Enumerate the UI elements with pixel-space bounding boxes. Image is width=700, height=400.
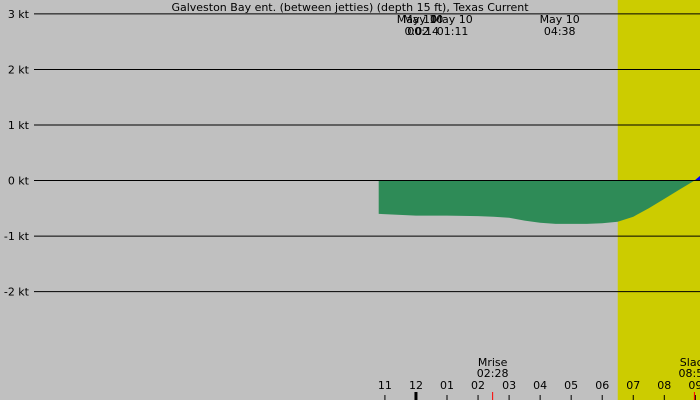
gridline-layer	[34, 13, 700, 400]
y-tick-label: 2 kt	[8, 63, 30, 76]
top-date-label: May 10	[397, 13, 437, 26]
top-time-label: 0:02	[405, 25, 430, 38]
hour-tick-label: 03	[502, 379, 516, 392]
hour-tick-label: 09	[688, 379, 700, 392]
hour-tick-label: 06	[595, 379, 609, 392]
event-time-label: 02:28	[477, 367, 509, 380]
y-tick-label: 3 kt	[8, 8, 30, 21]
y-tick-label: -2 kt	[4, 286, 30, 299]
y-tick-label: -1 kt	[4, 230, 30, 243]
hour-tick-label: 02	[471, 379, 485, 392]
flood-current-area	[694, 175, 700, 181]
top-time-label: 01:11	[437, 25, 469, 38]
hour-tick-label: 08	[657, 379, 671, 392]
top-date-label: May 10	[403, 13, 443, 26]
event-name-label: Slack	[680, 356, 700, 369]
hour-tick-label: 04	[533, 379, 547, 392]
hour-tick-label: 11	[378, 379, 392, 392]
chart-title: Galveston Bay ent. (between jetties) (de…	[171, 1, 529, 14]
event-time-label: 08:58	[679, 367, 700, 380]
top-time-label: 00:14	[407, 25, 439, 38]
y-tick-label: 1 kt	[8, 119, 30, 132]
top-time-label: 04:38	[544, 25, 576, 38]
y-tick-label: 0 kt	[8, 175, 30, 188]
hour-tick-label: 07	[626, 379, 640, 392]
hour-tick-label: 05	[564, 379, 578, 392]
hour-tick-label: 01	[440, 379, 454, 392]
hour-tick-label: 12	[409, 379, 423, 392]
current-area-layer	[378, 175, 700, 224]
ebb-current-area	[378, 180, 700, 224]
top-date-label: May 10	[432, 13, 472, 26]
event-name-label: Mrise	[478, 356, 508, 369]
top-date-label: May 10	[540, 13, 580, 26]
label-layer: Galveston Bay ent. (between jetties) (de…	[4, 1, 700, 392]
